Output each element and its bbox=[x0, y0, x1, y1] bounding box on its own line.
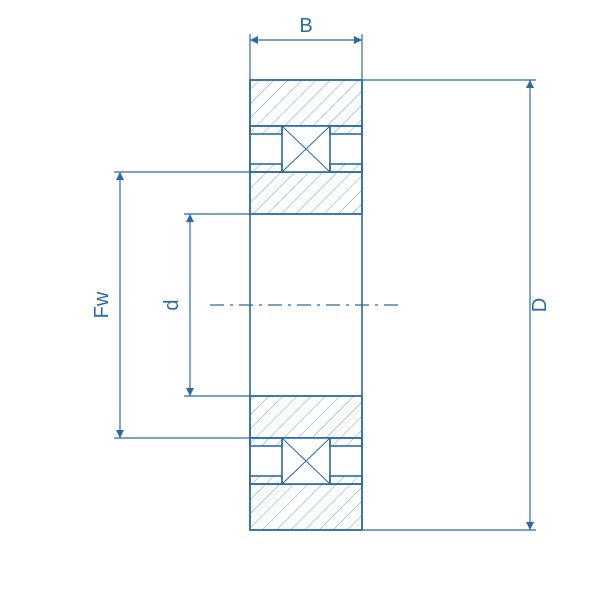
outer-rib bbox=[330, 126, 362, 134]
bearing-cross-section: B Dd Fw bbox=[0, 0, 600, 600]
dim-label-D: D bbox=[529, 298, 551, 312]
dim-label-B: B bbox=[299, 15, 312, 37]
dim-label-d: d bbox=[161, 299, 183, 310]
outer-ring-bottom bbox=[250, 484, 362, 530]
outer-rib bbox=[250, 126, 282, 134]
inner-rib bbox=[330, 438, 362, 446]
outer-ring-top bbox=[250, 80, 362, 126]
inner-rib bbox=[330, 164, 362, 172]
dim-label-Fw: Fw bbox=[91, 291, 113, 318]
inner-ring-top bbox=[250, 172, 362, 214]
inner-ring-bottom bbox=[250, 396, 362, 438]
outer-rib bbox=[330, 476, 362, 484]
inner-rib bbox=[250, 164, 282, 172]
inner-rib bbox=[250, 438, 282, 446]
outer-rib bbox=[250, 476, 282, 484]
